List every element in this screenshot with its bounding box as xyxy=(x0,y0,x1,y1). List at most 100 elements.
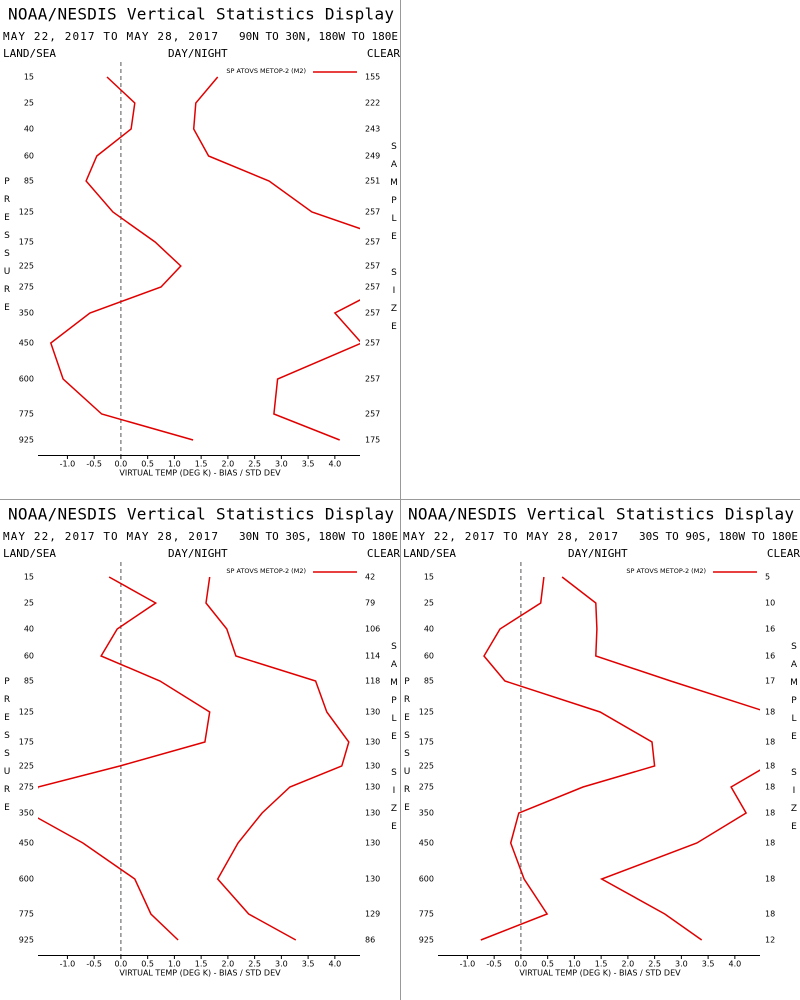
x-tick-label: -1.0 xyxy=(60,960,76,969)
x-axis-label: VIRTUAL TEMP (DEG K) - BIAS / STD DEV xyxy=(519,969,681,978)
sample-size-label: 16 xyxy=(765,625,775,634)
sample-size-label: 130 xyxy=(365,839,380,848)
x-tick-label: 0.5 xyxy=(141,460,154,469)
sample-size-label: 130 xyxy=(365,783,380,792)
sample-size-label: 42 xyxy=(365,573,375,582)
x-tick-label: 2.0 xyxy=(222,460,235,469)
x-tick-label: 1.5 xyxy=(595,960,608,969)
pressure-label: 125 xyxy=(419,708,434,717)
x-tick-label: 3.5 xyxy=(302,460,315,469)
std-dev-line xyxy=(192,76,360,441)
pressure-label: 450 xyxy=(419,839,434,848)
pressure-label: 925 xyxy=(19,936,34,945)
pressure-label: 350 xyxy=(19,809,34,818)
pressure-label: 925 xyxy=(419,936,434,945)
pressure-label: 40 xyxy=(24,125,34,134)
day-night: DAY/NIGHT xyxy=(168,547,228,560)
sample-size-label: 257 xyxy=(365,208,380,217)
sample-size-label: 79 xyxy=(365,599,375,608)
sample-size-label: 130 xyxy=(365,875,380,884)
bias-line xyxy=(49,76,194,441)
x-tick-label: 3.0 xyxy=(275,460,288,469)
pressure-label: 600 xyxy=(19,875,34,884)
x-tick-label: 4.0 xyxy=(728,960,741,969)
std-dev-line xyxy=(205,576,350,941)
pressure-label: 25 xyxy=(424,599,434,608)
pressure-label: 40 xyxy=(424,625,434,634)
x-tick-label: 1.0 xyxy=(168,960,181,969)
sample-size-label: 257 xyxy=(365,309,380,318)
pressure-label: 775 xyxy=(19,910,34,919)
x-axis-label: VIRTUAL TEMP (DEG K) - BIAS / STD DEV xyxy=(119,469,281,478)
x-tick-label: -0.5 xyxy=(486,960,502,969)
x-tick-label: 3.0 xyxy=(275,960,288,969)
date-range: MAY 22, 2017 TO MAY 28, 2017 xyxy=(403,530,618,543)
sample-size-label: 130 xyxy=(365,809,380,818)
pressure-label: 85 xyxy=(24,677,34,686)
pressure-label: 40 xyxy=(24,625,34,634)
sample-size-label: 118 xyxy=(365,677,380,686)
x-tick-label: 0.0 xyxy=(515,960,528,969)
region: 30N TO 30S, 180W TO 180E xyxy=(239,530,398,543)
sample-size-label: 257 xyxy=(365,262,380,271)
x-tick-label: 3.0 xyxy=(675,960,688,969)
legend-label: SP ATOVS METOP-2 (M2) xyxy=(226,67,306,75)
sample-size-label: 18 xyxy=(765,809,775,818)
sample-size-label: 249 xyxy=(365,152,380,161)
pressure-label: 85 xyxy=(24,177,34,186)
sample-size-label: 12 xyxy=(765,936,775,945)
x-tick-label: 3.5 xyxy=(702,960,715,969)
pressure-label: 25 xyxy=(24,99,34,108)
sky: CLEAR xyxy=(767,547,800,560)
sample-size-label: 86 xyxy=(365,936,375,945)
sample-size-label: 114 xyxy=(365,652,380,661)
x-tick-label: 1.5 xyxy=(195,960,208,969)
pressure-label: 225 xyxy=(19,762,34,771)
x-tick-label: 2.0 xyxy=(222,960,235,969)
land-sea: LAND/SEA xyxy=(403,547,456,560)
pressure-label: 60 xyxy=(24,652,34,661)
pressure-label: 225 xyxy=(419,762,434,771)
legend-label: SP ATOVS METOP-2 (M2) xyxy=(226,567,306,575)
pressure-label: 15 xyxy=(24,573,34,582)
pressure-label: 275 xyxy=(19,283,34,292)
sample-size-label: 130 xyxy=(365,738,380,747)
pressure-label: 775 xyxy=(419,910,434,919)
x-tick-label: 2.5 xyxy=(248,960,261,969)
pressure-label: 600 xyxy=(419,875,434,884)
sample-size-label: 257 xyxy=(365,410,380,419)
pressure-label: 925 xyxy=(19,436,34,445)
sample-size-label: 5 xyxy=(765,573,770,582)
x-tick-label: -1.0 xyxy=(460,960,476,969)
sample-size-label: 18 xyxy=(765,910,775,919)
x-tick-label: 1.0 xyxy=(568,960,581,969)
sample-size-label: 257 xyxy=(365,238,380,247)
pressure-label: 600 xyxy=(19,375,34,384)
std-dev-line xyxy=(561,576,760,941)
pressure-label: 350 xyxy=(19,309,34,318)
sample-size-label: 257 xyxy=(365,339,380,348)
sample-size-label: 18 xyxy=(765,762,775,771)
pressure-label: 450 xyxy=(19,339,34,348)
pressure-label: 60 xyxy=(424,652,434,661)
pressure-label: 225 xyxy=(19,262,34,271)
panel-title: NOAA/NESDIS Vertical Statistics Display xyxy=(8,505,394,524)
sample-size-label: 155 xyxy=(365,73,380,82)
land-sea: LAND/SEA xyxy=(3,47,56,60)
sample-size-label: 257 xyxy=(365,283,380,292)
sample-size-label: 251 xyxy=(365,177,380,186)
panel-title: NOAA/NESDIS Vertical Statistics Display xyxy=(8,5,394,24)
sample-size-label: 18 xyxy=(765,839,775,848)
pressure-label: 450 xyxy=(19,839,34,848)
sample-size-label: 16 xyxy=(765,652,775,661)
panel-title: NOAA/NESDIS Vertical Statistics Display xyxy=(408,505,794,524)
sky: CLEAR xyxy=(367,547,400,560)
sample-size-label: 257 xyxy=(365,375,380,384)
region: 90N TO 30N, 180W TO 180E xyxy=(239,30,398,43)
pressure-label: 125 xyxy=(19,708,34,717)
